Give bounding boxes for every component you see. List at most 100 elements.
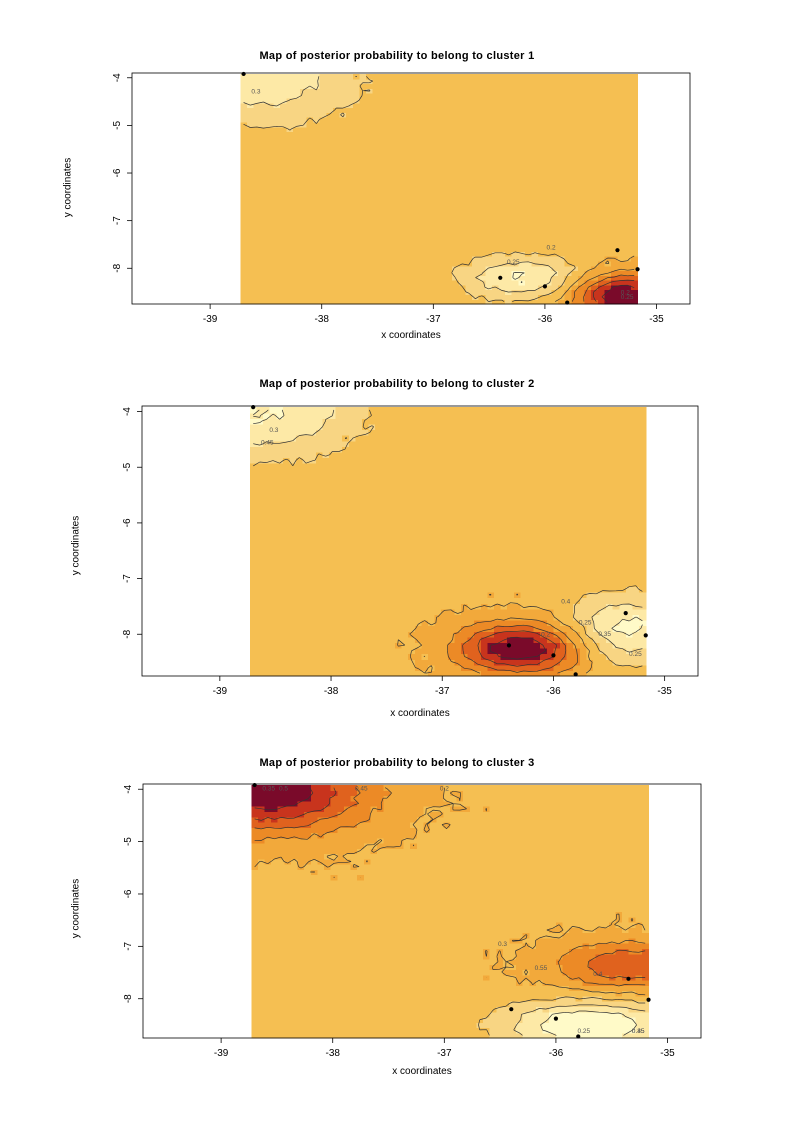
x-tick-label: -35 <box>660 1048 675 1059</box>
x-axis: -39 -38 -37 -36 -35 <box>213 676 672 697</box>
x-tick-label: -37 <box>435 686 450 697</box>
contour-label: 0.3 <box>251 88 260 95</box>
x-tick-label: -36 <box>538 314 553 325</box>
contour-line <box>489 636 547 660</box>
contour-labels: 0.350.40.450.50.550.350.450.30.250.2 <box>262 785 644 1034</box>
x-tick-label: -37 <box>426 314 441 325</box>
y-tick-label: -7 <box>123 941 134 950</box>
sample-point <box>646 997 651 1002</box>
sample-point <box>553 1016 559 1021</box>
contour-line <box>254 787 337 821</box>
contour-line <box>462 624 567 673</box>
x-tick-label: -38 <box>325 1048 340 1059</box>
x-axis: -39 -38 -37 -36 -35 <box>214 1038 675 1059</box>
sample-point <box>498 275 503 280</box>
sample-point <box>506 643 512 648</box>
contour-line <box>478 996 646 1036</box>
chart-plot: 0.20.250.30.250.2-39 -38 -37 -36 -35-4-5-6-7… <box>112 71 691 325</box>
x-axis: -39 -38 -37 -36 -35 <box>203 304 664 325</box>
contour-label: 0.45 <box>261 439 274 446</box>
contour-line <box>513 1004 646 1036</box>
contour-lines <box>243 76 635 302</box>
contour-label: 0.3 <box>269 427 278 434</box>
y-tick-label: -6 <box>123 889 134 898</box>
sample-points <box>251 405 648 677</box>
y-tick-label: -5 <box>122 462 133 471</box>
sample-point <box>573 672 578 677</box>
contour-labels: 0.2 0.25 0.3 0.35 0.4 0.45 0.25 <box>261 427 642 658</box>
contour-line <box>243 76 558 293</box>
contour-line <box>254 787 646 979</box>
heatmap-field <box>251 785 650 1039</box>
x-axis-label: x coordinates <box>392 1066 452 1077</box>
contour-line <box>252 409 643 636</box>
y-tick-label: -7 <box>122 574 133 583</box>
plot-frame <box>142 783 702 1039</box>
contour-line <box>254 787 646 996</box>
contour-line <box>447 617 578 674</box>
contour-label: 0.5 <box>279 785 288 792</box>
chart-plot: 0.350.40.450.50.550.350.450.30.250.2-39-… <box>123 782 702 1059</box>
chart-title: Map of posterior probability to belong t… <box>259 757 535 769</box>
y-axis: -4 -5 -6 -7 -8 <box>123 784 143 1003</box>
y-tick-label: -7 <box>112 216 123 225</box>
contour-line <box>593 279 635 302</box>
contour-line <box>243 76 576 302</box>
contour-label: 0.35 <box>262 785 275 792</box>
y-tick-label: -4 <box>123 784 134 793</box>
contour-label: 0.4 <box>561 599 570 606</box>
contour-line <box>583 274 635 302</box>
y-tick-label: -6 <box>122 518 133 527</box>
contour-line <box>254 787 646 987</box>
x-tick-label: -37 <box>437 1048 452 1059</box>
heatmap-field <box>240 73 639 305</box>
chart-title: Map of posterior probability to belong t… <box>259 50 535 62</box>
sample-point <box>635 267 640 272</box>
chart-title: Map of posterior probability to belong t… <box>259 378 535 390</box>
y-tick-label: -5 <box>123 837 134 846</box>
x-tick-label: -39 <box>213 686 228 697</box>
contour-line <box>555 255 635 302</box>
contour-label: 0.35 <box>598 631 611 638</box>
y-tick-label: -8 <box>122 629 133 638</box>
contour-line <box>601 284 635 302</box>
y-tick-label: -8 <box>123 994 134 1003</box>
x-tick-label: -36 <box>549 1048 564 1059</box>
contour-label: 0.3 <box>498 941 507 948</box>
sample-point <box>623 610 628 616</box>
contour-label: 0.35 <box>632 1028 645 1035</box>
heatmap-field <box>249 407 647 677</box>
sample-points <box>252 782 651 1039</box>
x-axis-label: x coordinates <box>381 330 441 341</box>
sample-point <box>643 633 648 638</box>
contour-label: 0.25 <box>621 294 634 301</box>
contour-line <box>540 1010 637 1036</box>
y-tick-label: -5 <box>112 121 123 130</box>
contour-line <box>253 409 643 668</box>
contour-line <box>512 272 525 284</box>
contour-label: 0.2 <box>541 631 550 638</box>
contour-label: 0.25 <box>579 620 592 627</box>
x-axis-label: x coordinates <box>390 708 450 719</box>
y-tick-label: -4 <box>122 407 133 416</box>
contour-label: 0.25 <box>629 651 642 658</box>
y-tick-label: -4 <box>112 73 123 82</box>
y-axis: -4 -5 -6 -7 -8 <box>122 407 142 639</box>
contour-line <box>253 409 643 653</box>
sample-point <box>615 248 620 253</box>
y-axis: -4 -5 -6 -7 -8 <box>112 73 132 273</box>
plot-frame <box>131 72 691 305</box>
contour-label: 0.45 <box>355 785 368 792</box>
contour-label: 0.55 <box>535 965 548 972</box>
sample-point <box>551 653 556 658</box>
contour-line <box>397 593 593 674</box>
contour-label: 0.4 <box>593 971 602 978</box>
sample-point <box>509 1007 514 1012</box>
x-tick-label: -38 <box>314 314 329 325</box>
contour-label: 0.25 <box>577 1028 590 1035</box>
y-tick-label: -6 <box>112 168 123 177</box>
contour-label: 0.2 <box>621 289 630 296</box>
x-tick-label: -35 <box>649 314 664 325</box>
contour-lines <box>254 787 646 1036</box>
y-tick-label: -8 <box>112 263 123 272</box>
